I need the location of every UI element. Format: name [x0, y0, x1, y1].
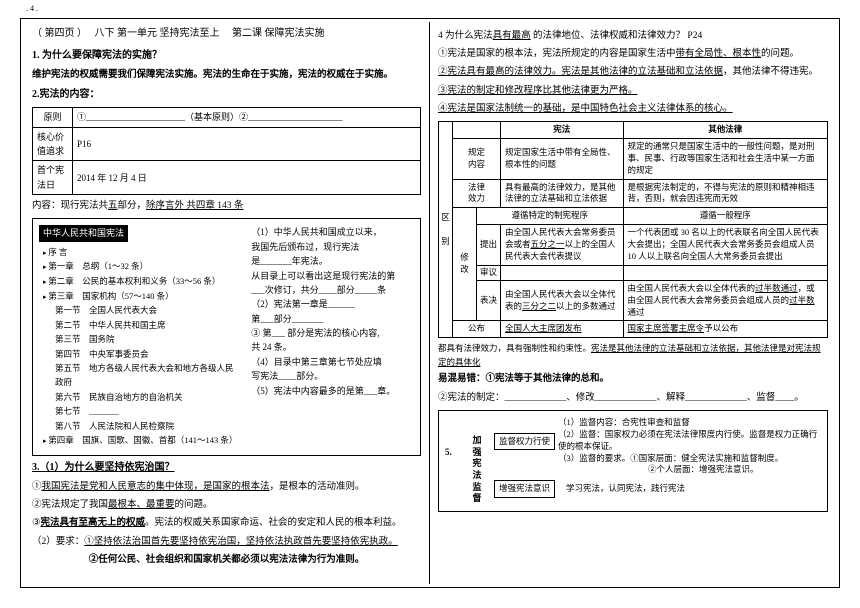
- row3-a2: [501, 265, 624, 280]
- q4-4: ④宪法是国家法制统一的基础，是中国特色社会主义法律体系的核心。: [438, 102, 828, 117]
- row3-sep-b: 遵循一般程序: [623, 208, 827, 225]
- outline-ch3-2: 第二节 中华人民共和国主席: [39, 319, 239, 333]
- tree-r3: （3）监督的要求。①国家层面：健全宪法实施和监督制度。: [558, 453, 821, 465]
- or4b: 写宪法____部分。: [251, 369, 414, 383]
- q3-3: ③宪法具有至高无上的权威。宪法的权威关系国家命运、社会的安定和人民的根本利益。: [32, 516, 421, 531]
- row1-label: 规定内容: [453, 138, 501, 179]
- core-value-val: P16: [73, 127, 421, 161]
- first-day-val: 2014 年 12 月 4 日: [73, 161, 421, 195]
- row1-a: 规定国家生活中带有全局性、根本性的问题: [501, 138, 624, 179]
- q4-2: ②宪法具有最高的法律效力。宪法是其他法律的立法基础和立法依据，其他法律不得违宪。: [438, 65, 828, 80]
- row2-a: 具有最高的法律效力，是其他法律的立法基础和立法依据: [501, 179, 624, 208]
- q3-4: （2）要求：①坚持依法治国首先要坚持依宪治国，坚持依法执政首先要坚持依宪执政。: [32, 535, 421, 550]
- outline-ch3: 第三章 国家机构（57～140 条）: [39, 290, 239, 304]
- tree-main: 加强宪法监督: [463, 417, 491, 505]
- q1-title: 1. 为什么要保障宪法的实施？: [32, 48, 421, 64]
- const-title: 中华人民共和国宪法: [39, 225, 128, 241]
- outline-ch4: 第四章 国旗、国歌、国徽、首都（141～143 条）: [39, 434, 239, 448]
- vert-label: 区别: [439, 121, 453, 337]
- easy-err-2: ②宪法的制定：_____________、修改_____________、解释_…: [438, 391, 828, 406]
- q3-title: 3.（1）为什么要坚持依宪治国？: [32, 460, 421, 476]
- outline-ch3-6: 第六节 民族自治地方的自治机关: [39, 391, 239, 405]
- outline-left: 中华人民共和国宪法 序 言 第一章 总纲（1～32 条） 第二章 公民的基本权利…: [39, 225, 245, 449]
- q4-title: 4 为什么宪法具有最高 的法律地位、法律权威和法律效力？ P24: [438, 29, 828, 44]
- row3-sub4: 公布: [453, 321, 501, 338]
- tree-num: 5.: [445, 417, 463, 459]
- unit-label: 八下 第一单元 坚持宪法至上: [95, 28, 220, 39]
- content-line: 内容：现行宪法共五部分，除序言外 共四章 143 条: [32, 199, 421, 214]
- row3-sub3: 表决: [477, 280, 501, 321]
- q3-5: ②任何公民、社会组织和国家机关都必须以宪法法律为行为准则。: [32, 553, 421, 568]
- outline-right: （1）中华人民共和国成立以来， 我国先后颁布过，现行宪法 是_______年宪法…: [245, 225, 414, 449]
- row3-sep-a: 遵循特定的制宪程序: [477, 208, 624, 225]
- or1c: 是_______年宪法。: [251, 254, 414, 268]
- q4-3: ③宪法的制定和修改程序比其他法律更为严格。: [438, 84, 828, 99]
- tree-r1: （1）监督内容：合宪性审查和监督: [558, 417, 821, 429]
- q4-1: ①宪法是国家的根本法，宪法所规定的内容是国家生活中带有全局性、根本性的问题。: [438, 47, 828, 62]
- row3-b3: 由全国人民代表大会以全体代表的过半数通过，或由全国人民代表大会常务委员会组成人员…: [623, 280, 827, 321]
- header: （ 第四页 ） 八下 第一单元 坚持宪法至上 第二课 保障宪法实施: [32, 26, 421, 42]
- tree-box1: 监督权力行使: [494, 433, 555, 451]
- q3-2: ②宪法规定了我国最根本、最重要的问题。: [32, 498, 421, 513]
- row3-b2: [623, 265, 827, 280]
- row1-b: 规定的通常只是国家生活中的一般性问题，是对刑事、民事、行政等国家生活和社会生活中…: [623, 138, 827, 179]
- core-value-label: 核心价值追求: [33, 127, 73, 161]
- tree-box: 5. 加强宪法监督 监督权力行使 （1）监督内容：合宪性审查和监督 （2）监督：…: [438, 410, 828, 512]
- or2c: （2）宪法第一章是______: [251, 297, 414, 311]
- outline-ch3-3: 第三节 国务院: [39, 333, 239, 347]
- tree-r4: ②个人层面：增强宪法意识。: [558, 464, 821, 476]
- outline-ch3-8: 第八节 人民法院和人民检察院: [39, 420, 239, 434]
- row3-b4: 国家主席签署主席令予以公布: [623, 321, 827, 338]
- or2a: 从目录上可以看出这是现行宪法的第: [251, 269, 414, 283]
- q2-title: 2.宪法的内容：: [32, 87, 421, 103]
- outline-ch2: 第二章 公民的基本权利和义务（33～56 条）: [39, 275, 239, 289]
- outline-ch1: 第一章 总纲（1～32 条）: [39, 260, 239, 274]
- or3a: 第___部分_______: [251, 312, 414, 326]
- tree-r2: （2）监督：国家权力必须在宪法法律限度内行使。监督是权力正确行使的根本保证。: [558, 429, 821, 453]
- lesson-label: 第二课 保障宪法实施: [232, 28, 325, 39]
- row2-b: 是根据宪法制定的，不得与宪法的原则和精神相违背，否则，就会因违宪而无效: [623, 179, 827, 208]
- first-day-label: 首个宪法日: [33, 161, 73, 195]
- row3-label: 修改: [453, 208, 477, 321]
- row3-a1: 由全国人民代表大会常务委员会或者五分之一以上的全国人民代表大会代表提议: [501, 225, 624, 266]
- constitution-outline: 中华人民共和国宪法 序 言 第一章 总纲（1～32 条） 第二章 公民的基本权利…: [32, 218, 421, 456]
- principle-content: ①______________________（基本原则）②__________…: [73, 108, 421, 127]
- outline-preface: 序 言: [39, 246, 239, 260]
- page-number: . 4 .: [26, 4, 38, 13]
- left-column: （ 第四页 ） 八下 第一单元 坚持宪法至上 第二课 保障宪法实施 1. 为什么…: [24, 22, 430, 584]
- outline-ch3-4: 第四节 中央军事委员会: [39, 348, 239, 362]
- or2b: ___次修订，共分____部分_____条: [251, 283, 414, 297]
- tree-bottom: 学习宪法，认同宪法，践行宪法: [558, 482, 685, 496]
- outline-ch3-5: 第五节 地方各级人民代表大会和地方各级人民政府: [39, 362, 239, 389]
- content-wrapper: （ 第四页 ） 八下 第一单元 坚持宪法至上 第二课 保障宪法实施 1. 为什么…: [24, 22, 836, 584]
- q3-1: ①我国宪法是党和人民意志的集中体现，是国家的根本法，是根本的活动准则。: [32, 480, 421, 495]
- outline-ch3-7: 第七节 _______: [39, 405, 239, 419]
- tree-box2: 增强宪法意识: [494, 480, 555, 498]
- or1b: 我国先后颁布过，现行宪法: [251, 240, 414, 254]
- row3-a4: 全国人大主席团发布: [501, 321, 624, 338]
- compare-table: 区别 宪法 其他法律 规定内容 规定国家生活中带有全局性、根本性的问题 规定的通…: [438, 121, 828, 338]
- or4: （4）目录中第三章第七节处应填: [251, 355, 414, 369]
- outline-ch3-1: 第一节 全国人民代表大会: [39, 304, 239, 318]
- principle-table: 原则 ①______________________（基本原则）②_______…: [32, 107, 421, 195]
- or3b: ③ 第___ 部分是宪法的核心内容,: [251, 326, 414, 340]
- row2-label: 法律效力: [453, 179, 501, 208]
- hdr-other: 其他法律: [623, 121, 827, 138]
- q1-text: 维护宪法的权威需要我们保障宪法实施。宪法的生命在于实施，宪法的权威在于实施。: [32, 68, 421, 83]
- hdr-const: 宪法: [501, 121, 624, 138]
- row3-a3: 由全国人民代表大会以全体代表的三分之二以上的多数通过: [501, 280, 624, 321]
- easy-err: 易混易错：①宪法等于其他法律的总和。: [438, 372, 828, 387]
- principle-label: 原则: [33, 108, 73, 127]
- right-column: 4 为什么宪法具有最高 的法律地位、法律权威和法律效力？ P24 ①宪法是国家的…: [430, 22, 836, 584]
- row3-sub2: 审议: [477, 265, 501, 280]
- row3-sub1: 提出: [477, 225, 501, 266]
- page-label: （ 第四页 ）: [32, 28, 87, 39]
- summary: 都具有法律效力，具有强制性和约束性。宪法是其他法律的立法基础和立法依据，其他法律…: [438, 342, 828, 369]
- or1a: （1）中华人民共和国成立以来，: [251, 225, 414, 239]
- or5: （5）宪法中内容最多的是第___章。: [251, 384, 414, 398]
- or3c: 共 24 条。: [251, 340, 414, 354]
- row3-b1: 一个代表团或 30 名以上的代表联名向全国人民代表大会提出；全国人民代表大会常务…: [623, 225, 827, 266]
